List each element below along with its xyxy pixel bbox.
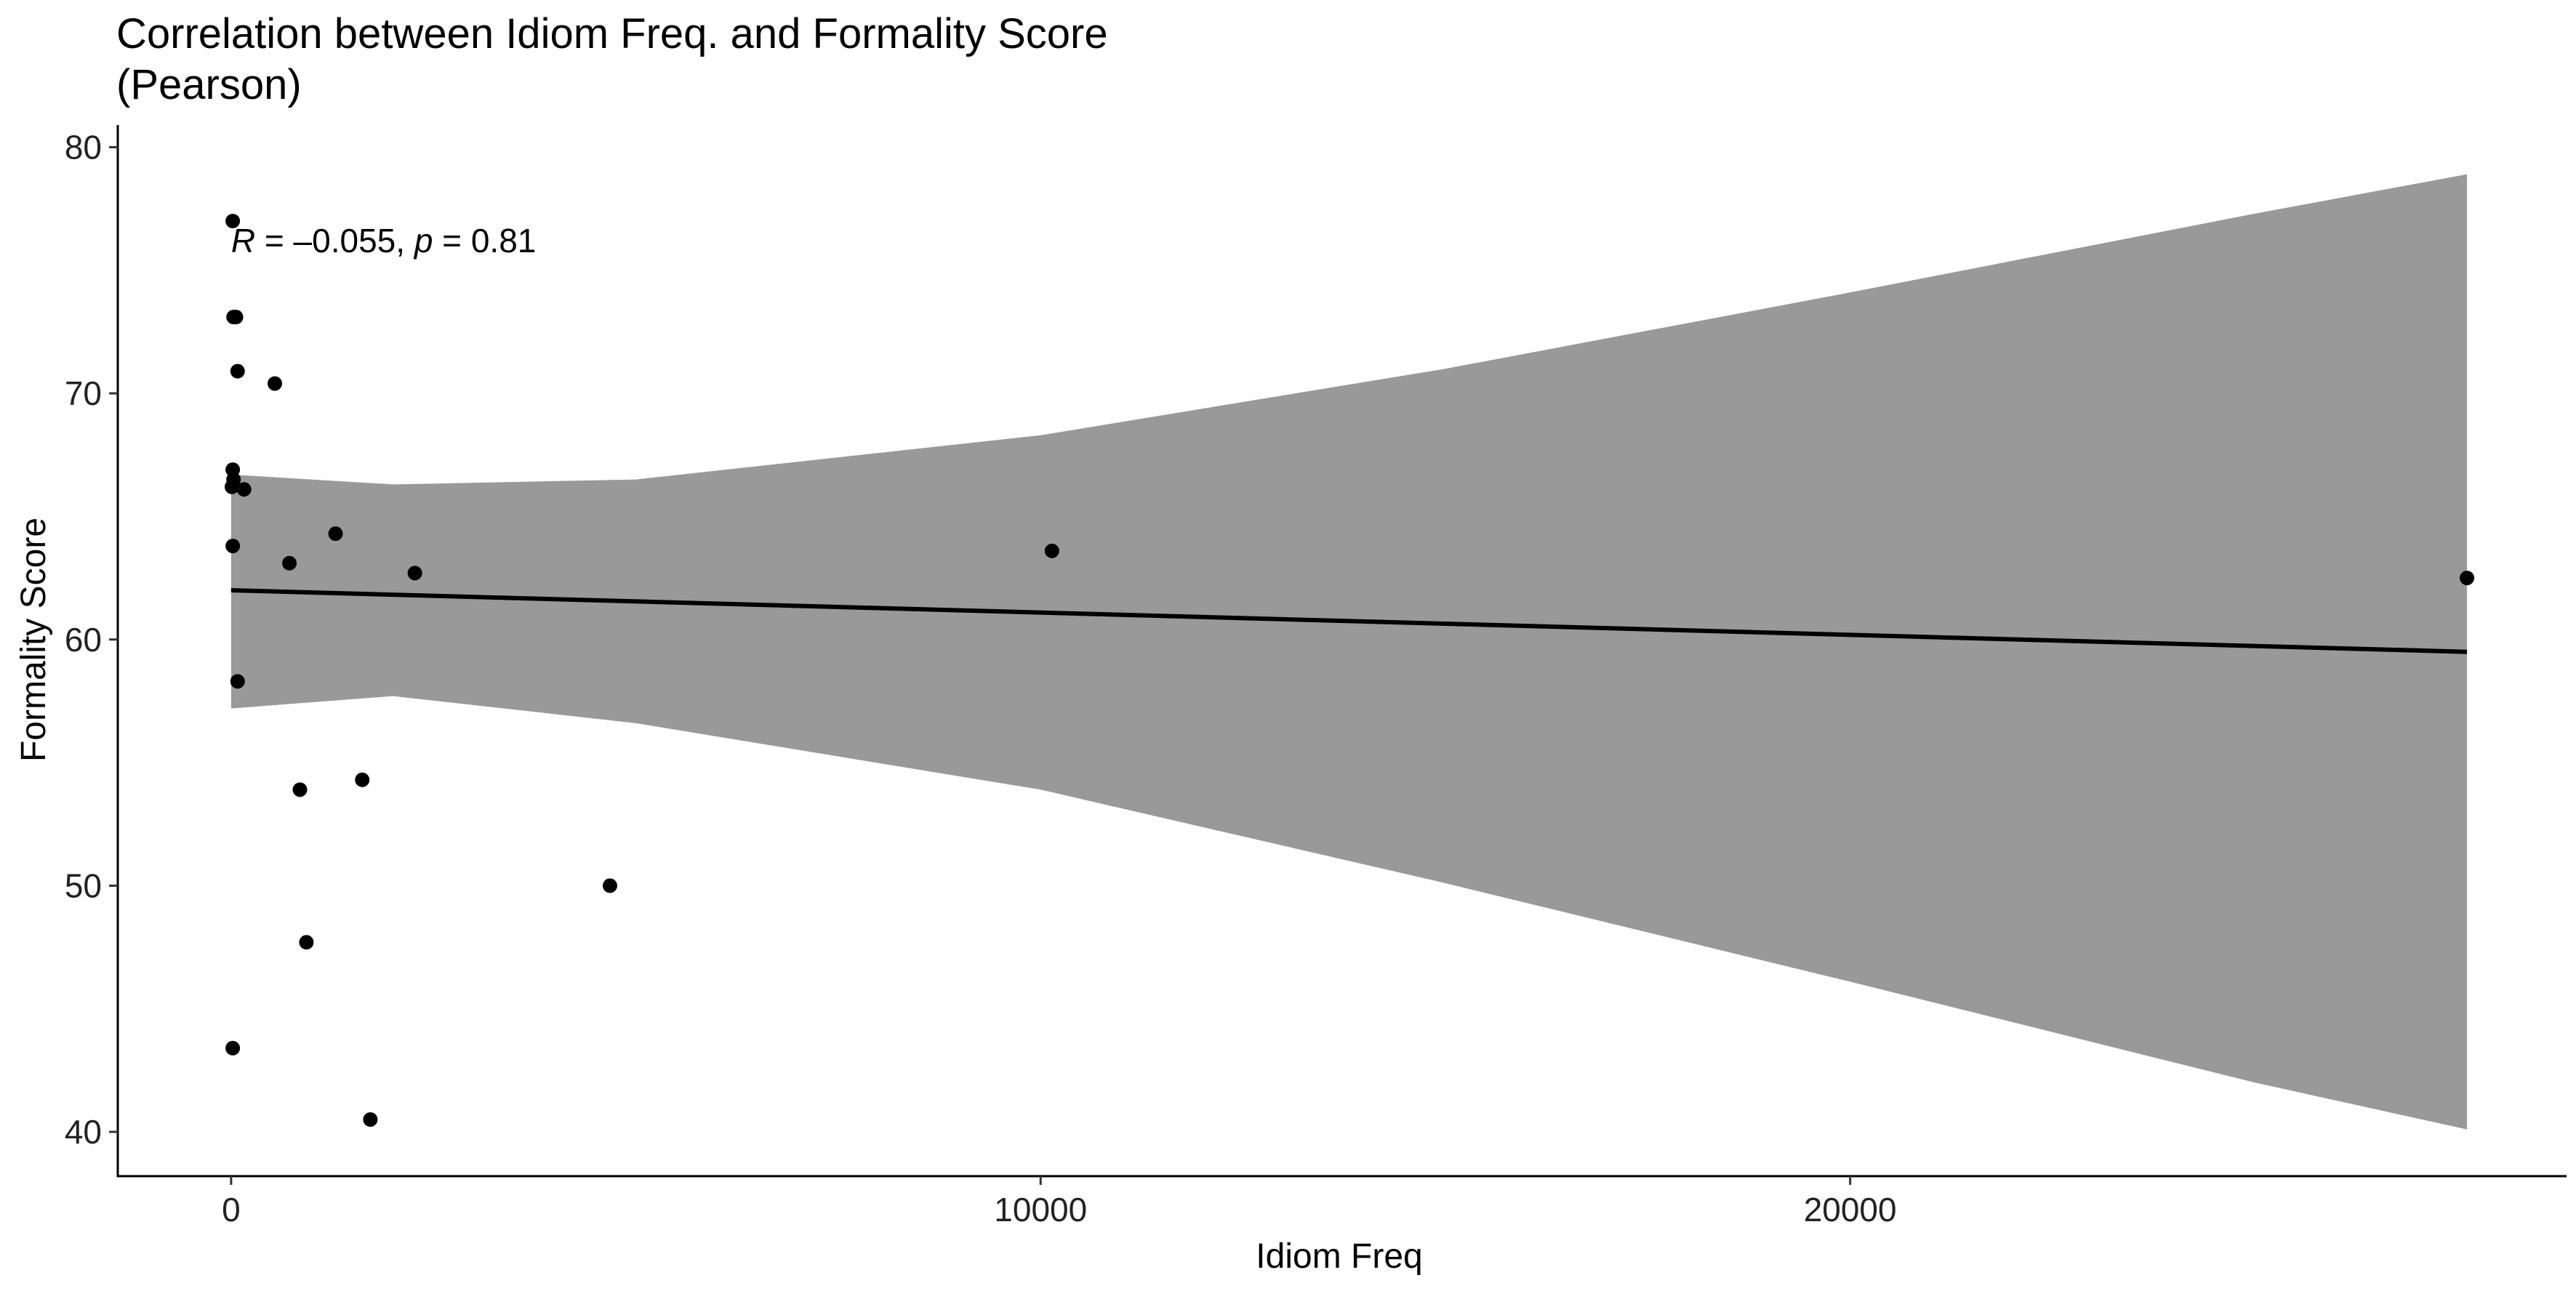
annotation-r-symbol: R	[231, 222, 255, 260]
annotation-r-value: 0.055,	[312, 222, 414, 260]
data-point	[224, 479, 239, 494]
data-point	[267, 376, 282, 391]
x-axis-title: Idiom Freq	[1256, 1237, 1422, 1276]
y-axis-title: Formality Score	[15, 518, 53, 762]
chart-title-line-2: (Pearson)	[116, 61, 302, 108]
data-point	[230, 674, 245, 689]
chart-title-line-1: Correlation between Idiom Freq. and Form…	[116, 10, 1108, 57]
data-point	[2460, 571, 2475, 586]
data-point	[225, 1040, 241, 1055]
y-tick-label: 80	[65, 128, 102, 166]
data-point	[230, 363, 245, 379]
data-point	[282, 555, 297, 571]
x-tick-label: 0	[222, 1191, 241, 1228]
x-tick-label: 20000	[1804, 1191, 1897, 1228]
annotation-r-minus: –	[294, 222, 313, 260]
data-point	[236, 482, 252, 497]
y-tick-label: 40	[65, 1113, 102, 1151]
y-tick-label: 60	[65, 621, 102, 659]
data-point	[328, 526, 343, 542]
data-point	[1044, 543, 1059, 558]
data-point	[355, 772, 370, 787]
y-tick-label: 70	[65, 374, 102, 412]
data-point	[228, 310, 244, 325]
correlation-annotation: R = –0.055, p = 0.81	[231, 222, 537, 260]
data-point	[299, 935, 314, 950]
annotation-p-symbol: p	[413, 222, 433, 260]
y-tick-label: 50	[65, 866, 102, 904]
plot-area: 40 50 60 70 80 0 10000 20000	[65, 125, 2567, 1228]
annotation-r-equals: =	[255, 222, 293, 260]
data-point	[225, 214, 241, 229]
data-point	[407, 566, 422, 581]
data-point	[363, 1112, 378, 1127]
data-point	[292, 782, 308, 797]
x-tick-label: 10000	[994, 1191, 1087, 1228]
data-point	[602, 878, 617, 893]
regression-line	[230, 588, 2468, 654]
annotation-p-rest: = 0.81	[433, 222, 536, 260]
data-point	[225, 539, 241, 554]
confidence-band	[230, 174, 2468, 1130]
